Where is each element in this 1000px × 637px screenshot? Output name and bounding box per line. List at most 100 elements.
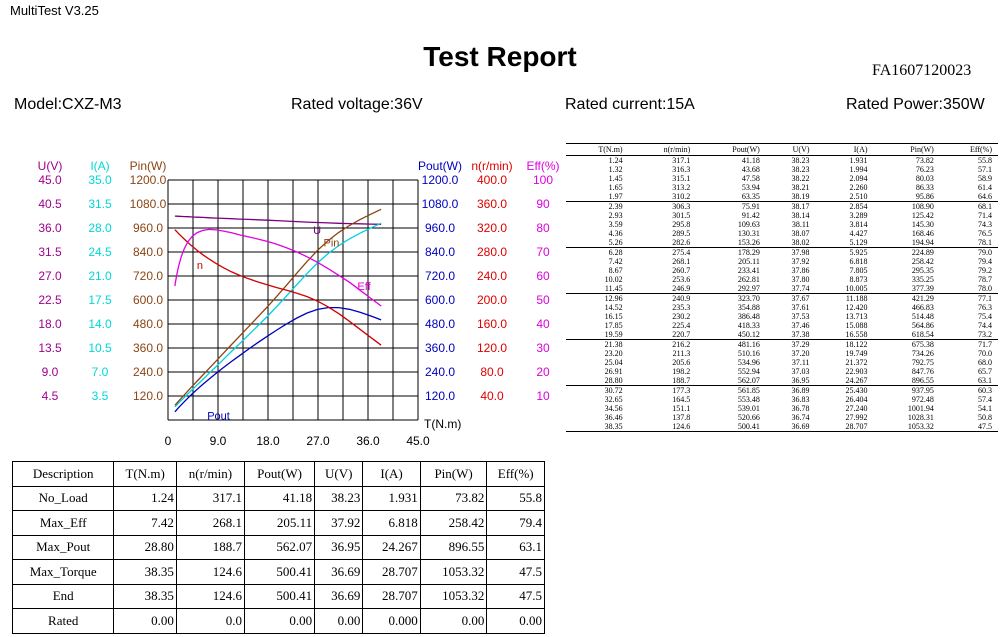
table-cell: 315.1 <box>672 174 691 183</box>
table-cell: 27.240 <box>845 404 868 413</box>
table-cell: 21.38 <box>604 340 623 349</box>
table-cell: 8.873 <box>849 275 868 284</box>
detail-header-cell: n(r/min) <box>628 143 697 156</box>
table-cell: 386.48 <box>737 312 760 321</box>
summary-header-cell: n(r/min) <box>175 461 246 487</box>
series-line-eff <box>174 228 382 307</box>
table-cell: 847.76 <box>911 367 934 376</box>
table-cell: 205.11 <box>243 510 316 536</box>
table-cell: 514.48 <box>911 312 934 321</box>
axis-tick-label: 280.0 <box>477 245 507 259</box>
table-cell: 10.005 <box>815 284 874 294</box>
table-cell: 38.14 <box>791 211 810 220</box>
table-cell: 335.25 <box>911 275 934 284</box>
table-row: 2.39 306.3 75.91 38.17 2.854 108.90 68.1 <box>566 202 998 212</box>
table-cell: 22.903 <box>845 367 868 376</box>
table-cell: 38.19 <box>765 192 816 202</box>
table-cell: 562.07 <box>696 376 766 386</box>
table-cell: 37.20 <box>791 349 810 358</box>
series-line-n <box>174 229 382 346</box>
table-cell: 38.11 <box>791 220 810 229</box>
table-cell: 224.89 <box>911 248 934 257</box>
table-cell: 37.74 <box>765 284 816 294</box>
axis-tick-label: 120.0 <box>425 389 455 403</box>
table-row: 17.85 225.4 418.33 37.46 15.088 564.86 74.4 <box>566 321 998 330</box>
table-cell: 2.93 <box>608 211 623 220</box>
summary-table: Description T(N.m) n(r/min) Pout(W) U(V) I(A)… <box>11 461 545 634</box>
table-cell: 38.23 <box>314 485 364 511</box>
table-cell: 37.86 <box>791 266 810 275</box>
table-cell: 38.17 <box>791 202 810 211</box>
table-cell: 0.00 <box>419 608 488 634</box>
table-cell: 124.6 <box>672 422 691 431</box>
table-cell: 500.41 <box>737 422 760 431</box>
table-cell: 2.39 <box>608 202 623 211</box>
table-cell: 37.98 <box>791 248 810 257</box>
axis-tick-label: 100 <box>533 173 553 187</box>
axis-tick-label: 40.0 <box>480 389 504 403</box>
table-cell: 418.33 <box>737 321 760 330</box>
axis-tick-label: 480.0 <box>425 317 455 331</box>
table-cell: 3.814 <box>849 220 868 229</box>
report-id: FA1607120023 <box>872 62 972 79</box>
table-row: 16.15 230.2 386.48 37.53 13.713 514.48 75.4 <box>566 312 998 321</box>
table-row: 34.56 151.1 539.01 36.78 27.240 1001.94 54.1 <box>566 404 998 413</box>
table-cell: 520.66 <box>737 413 760 422</box>
summary-header-cell: U(V) <box>314 461 364 487</box>
axis-tick-label: 960.0 <box>425 221 455 235</box>
table-row: 4.36 289.5 130.31 38.07 4.427 168.46 76.5 <box>566 229 998 238</box>
table-cell: 32.65 <box>604 395 623 404</box>
axis-tick-label: 18.0 <box>38 317 62 331</box>
table-cell: 896.55 <box>419 534 488 560</box>
table-cell: 95.86 <box>873 192 940 202</box>
table-cell: Max_Torque <box>11 559 115 585</box>
curve-label-pout: Pout <box>207 410 230 422</box>
table-cell: 15.088 <box>845 321 868 330</box>
table-cell: 16.558 <box>815 330 874 340</box>
table-cell: 47.5 <box>486 559 545 585</box>
table-cell: 91.42 <box>741 211 760 220</box>
table-cell: 57.1 <box>978 165 992 174</box>
page-title: Test Report <box>423 41 577 72</box>
table-cell: 63.1 <box>939 376 998 386</box>
axis-tick-label: 360.0 <box>425 341 455 355</box>
table-cell: No_Load <box>11 485 115 511</box>
axis-tick-label: 40.5 <box>38 197 62 211</box>
table-cell: 0.0 <box>175 608 246 634</box>
table-cell: 109.63 <box>737 220 760 229</box>
summary-body: No_Load 1.24 317.1 41.18 38.23 1.931 73.82 55.8… <box>11 485 545 634</box>
table-cell: Rated <box>11 608 115 634</box>
table-cell: 25.430 <box>845 386 868 395</box>
table-cell: 63.1 <box>486 534 545 560</box>
table-cell: 28.707 <box>845 422 868 431</box>
summary-header-cell: T(N.m) <box>113 461 177 487</box>
detail-header-cell: Eff(%) <box>939 143 998 156</box>
series-line-i <box>174 222 382 408</box>
table-cell: 5.925 <box>849 248 868 257</box>
axis-tick-label: 120.0 <box>133 389 163 403</box>
axis-tick-label: 1080.0 <box>422 197 459 211</box>
table-cell: 151.1 <box>672 404 691 413</box>
axis-tick-label: 31.5 <box>88 197 112 211</box>
table-cell: 937.95 <box>911 386 934 395</box>
table-cell: 6.28 <box>608 248 623 257</box>
table-cell: Max_Eff <box>11 510 115 536</box>
table-row: 7.42 268.1 205.11 37.92 6.818 258.42 79.4 <box>566 257 998 266</box>
summary-header-cell: Pin(W) <box>419 461 488 487</box>
curve-label-u: U <box>313 225 321 237</box>
table-cell: 552.94 <box>737 367 760 376</box>
table-cell: 188.7 <box>175 534 246 560</box>
table-cell: 23.20 <box>604 349 623 358</box>
table-cell: 19.59 <box>566 330 629 340</box>
table-cell: 11.45 <box>566 284 629 294</box>
table-cell: 38.35 <box>113 583 177 609</box>
table-cell: 36.74 <box>791 413 810 422</box>
table-cell: 60.3 <box>978 386 992 395</box>
table-cell: 34.56 <box>604 404 623 413</box>
table-row: Max_Torque 38.35 124.6 500.41 36.69 28.707 105… <box>11 559 545 585</box>
table-cell: 75.91 <box>741 202 760 211</box>
table-cell: 25.04 <box>604 358 623 367</box>
axis-tick-label: 60 <box>536 269 550 283</box>
table-cell: 79.0 <box>978 248 992 257</box>
table-cell: 37.80 <box>791 275 810 284</box>
